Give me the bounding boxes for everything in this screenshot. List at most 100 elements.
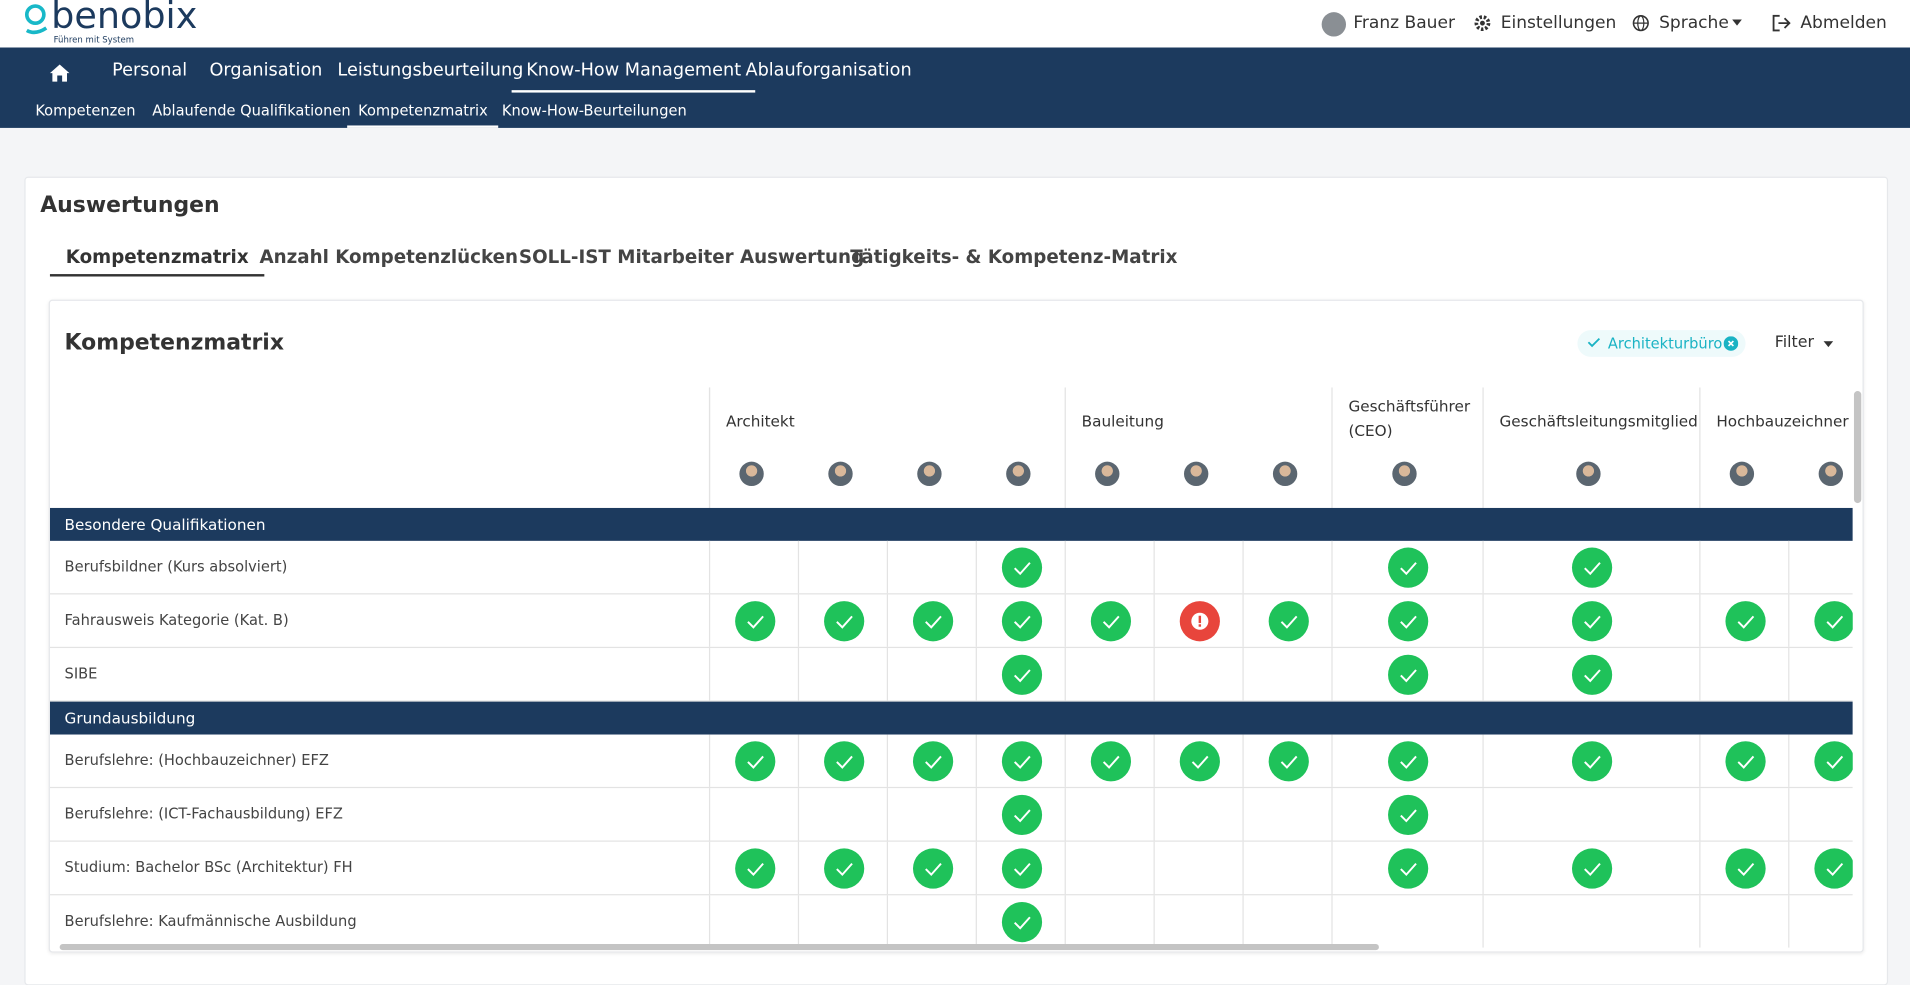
- employee-avatar[interactable]: [1094, 461, 1119, 487]
- status-ok[interactable]: [823, 848, 864, 889]
- employee-avatar[interactable]: [1272, 461, 1297, 487]
- role-name: Hochbauzeichner: [1716, 411, 1849, 430]
- subnav-item[interactable]: Know-How-Beurteilungen: [501, 102, 687, 120]
- status-ok[interactable]: [823, 741, 864, 782]
- matrix-row: Studium: Bachelor BSc (Architektur) FH: [49, 841, 1853, 896]
- logo-icon: [24, 4, 48, 35]
- status-ok[interactable]: [1387, 741, 1429, 782]
- status-ok[interactable]: [1387, 654, 1429, 695]
- employee-avatar[interactable]: [1576, 461, 1601, 487]
- nav-item[interactable]: Know-How Management: [511, 61, 756, 93]
- status-ok[interactable]: [1571, 848, 1613, 889]
- status-ok[interactable]: [1001, 741, 1042, 782]
- employee-avatar[interactable]: [827, 461, 853, 487]
- filter[interactable]: Filter: [1774, 333, 1815, 353]
- matrix-cell: [975, 540, 1066, 594]
- employee-avatar[interactable]: [1818, 461, 1843, 487]
- matrix-cell: [708, 788, 799, 841]
- matrix-row: Berufslehre: Kaufmännische Ausbildung: [50, 895, 1853, 948]
- status-ok[interactable]: [1813, 848, 1853, 889]
- status-ok[interactable]: [1001, 654, 1042, 695]
- subnav-item[interactable]: Ablaufende Qualifikationen: [152, 102, 351, 120]
- subnav-item[interactable]: Kompetenzen: [35, 102, 136, 120]
- status-ok[interactable]: [1090, 741, 1131, 782]
- status-ok[interactable]: [734, 601, 775, 642]
- status-ok[interactable]: [912, 741, 953, 782]
- status-ok[interactable]: [1813, 601, 1853, 642]
- status-ok[interactable]: [1387, 794, 1429, 836]
- status-ok[interactable]: [1571, 601, 1613, 642]
- chip-label: Architekturbüro: [1607, 334, 1723, 353]
- matrix-row: Fahrausweis Kategorie (Kat. B): [49, 594, 1853, 649]
- employee-avatar[interactable]: [1729, 461, 1754, 487]
- employee-avatar[interactable]: [738, 461, 764, 487]
- matrix-cell: [1153, 841, 1244, 895]
- employee-avatar[interactable]: [1183, 461, 1208, 487]
- nav-item[interactable]: Ablauforganisation: [745, 60, 912, 81]
- status-ok[interactable]: [823, 601, 864, 642]
- tab[interactable]: SOLL-IST Mitarbeiter Auswertung: [518, 246, 865, 268]
- status-ok[interactable]: [1387, 547, 1429, 588]
- status-ok[interactable]: [1813, 741, 1853, 782]
- status-ok[interactable]: [734, 848, 775, 889]
- nav-item[interactable]: Leistungsbeurteilung: [337, 60, 524, 81]
- status-ok[interactable]: [1724, 741, 1766, 782]
- tab[interactable]: Anzahl Kompetenzlücken: [259, 246, 519, 268]
- status-ok[interactable]: [1387, 601, 1429, 642]
- logo: benobix: [51, 0, 198, 38]
- matrix-cell: [1699, 734, 1789, 787]
- user-name[interactable]: Franz Bauer: [1353, 13, 1455, 33]
- status-ok[interactable]: [1724, 601, 1766, 642]
- status-ok[interactable]: [734, 741, 775, 782]
- v-scrollbar[interactable]: [1853, 391, 1862, 504]
- home-icon[interactable]: [49, 63, 71, 82]
- role-divider: [1482, 387, 1484, 508]
- subnav-item[interactable]: Kompetenzmatrix: [347, 102, 499, 128]
- status-ok[interactable]: [1571, 654, 1613, 695]
- filter-chip[interactable]: Architekturbüro: [1577, 330, 1746, 357]
- status-ok[interactable]: [1267, 741, 1309, 782]
- caret: [1823, 341, 1834, 348]
- status-ok[interactable]: [1571, 547, 1613, 588]
- h-scrollbar[interactable]: [59, 944, 1379, 951]
- role-divider: [1064, 387, 1066, 508]
- status-ok[interactable]: [1001, 547, 1042, 588]
- matrix-cell: [797, 841, 888, 895]
- status-ok[interactable]: [1090, 601, 1131, 642]
- matrix-cell: [886, 895, 977, 948]
- status-ok[interactable]: [1001, 901, 1042, 943]
- matrix-cell: [1153, 895, 1244, 948]
- logout[interactable]: Abmelden: [1800, 13, 1887, 33]
- matrix-cell: [1064, 540, 1155, 594]
- tab[interactable]: Kompetenzmatrix: [49, 246, 265, 277]
- employee-avatar[interactable]: [916, 461, 941, 487]
- status-ok[interactable]: [912, 848, 953, 889]
- tab[interactable]: Tätigkeits- & Kompetenz-Matrix: [850, 246, 1178, 268]
- status-ok[interactable]: [1001, 848, 1042, 889]
- matrix-cell: [1482, 895, 1700, 948]
- status-ok[interactable]: [1001, 794, 1042, 836]
- status-ok[interactable]: [1001, 601, 1042, 642]
- status-ok[interactable]: [1179, 741, 1220, 782]
- status-ok[interactable]: [912, 601, 953, 642]
- matrix-cell: [1064, 841, 1155, 895]
- matrix-row: Berufsbildner (Kurs absolviert): [49, 540, 1853, 595]
- status-ok[interactable]: [1267, 601, 1309, 642]
- status-ok[interactable]: [1724, 848, 1766, 889]
- employee-avatar[interactable]: [1005, 461, 1030, 487]
- status-warning[interactable]: [1179, 601, 1220, 642]
- status-ok[interactable]: [1387, 848, 1429, 889]
- chip-remove[interactable]: [1723, 336, 1739, 351]
- matrix-cell: [1242, 788, 1332, 841]
- matrix-cell: [797, 540, 888, 594]
- language[interactable]: Sprache: [1659, 13, 1729, 33]
- settings[interactable]: Einstellungen: [1500, 13, 1617, 33]
- status-ok[interactable]: [1571, 741, 1613, 782]
- matrix-cell: [797, 648, 888, 701]
- nav-item[interactable]: Organisation: [209, 60, 323, 81]
- role-name: Geschäftsleitungsmitglied: [1499, 411, 1698, 430]
- employee-avatar[interactable]: [1392, 461, 1417, 487]
- matrix-cell: [708, 895, 799, 948]
- nav-item[interactable]: Personal: [112, 60, 188, 81]
- matrix-cell: [975, 734, 1066, 787]
